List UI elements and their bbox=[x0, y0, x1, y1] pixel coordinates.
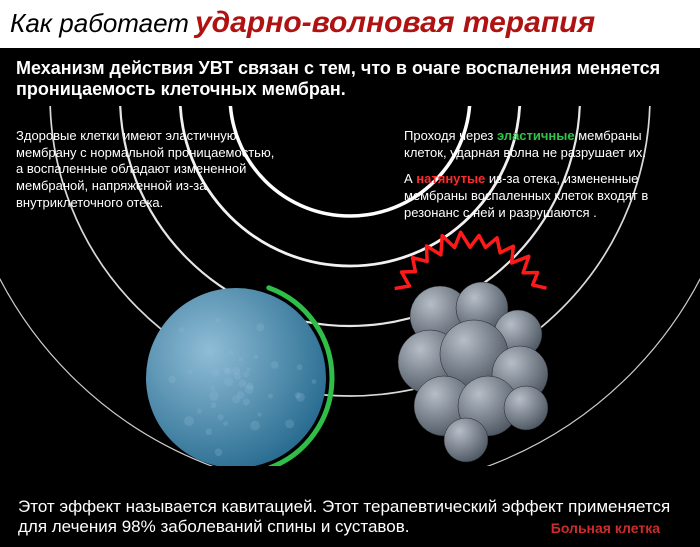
right-column: Проходя через эластичные мембраны клеток… bbox=[404, 128, 684, 231]
highlight-elastic: эластичные bbox=[497, 128, 575, 143]
damaged-membrane-jagged bbox=[395, 232, 547, 288]
text-fragment: А bbox=[404, 171, 416, 186]
elastic-membrane-arc bbox=[269, 288, 332, 466]
infographic-root: Как работает ударно-волновая терапия Мех… bbox=[0, 0, 700, 547]
text-fragment: Проходя через bbox=[404, 128, 497, 143]
healthy-cell-icon bbox=[146, 288, 332, 466]
footer-text: Этот эффект называется кавитацией. Этот … bbox=[0, 497, 700, 537]
stretched-description: А натянутые из-за отека, измененные мемб… bbox=[404, 171, 684, 221]
header-bar: Как работает ударно-волновая терапия bbox=[0, 0, 700, 48]
highlight-stretched: натянутые bbox=[416, 171, 485, 186]
body-columns: Здоровые клетки имеют эластичную мембран… bbox=[0, 128, 700, 231]
healthy-description: Здоровые клетки имеют эластичную мембран… bbox=[16, 128, 276, 211]
sick-cell-icon bbox=[395, 232, 548, 462]
left-column: Здоровые клетки имеют эластичную мембран… bbox=[16, 128, 276, 231]
elastic-description: Проходя через эластичные мембраны клеток… bbox=[404, 128, 684, 161]
title-emphasis: ударно-волновая терапия bbox=[195, 6, 595, 40]
title-line: Как работает ударно-волновая терапия bbox=[10, 6, 690, 40]
subheading: Механизм действия УВТ связан с тем, что … bbox=[0, 48, 700, 100]
title-prefix: Как работает bbox=[10, 8, 189, 39]
